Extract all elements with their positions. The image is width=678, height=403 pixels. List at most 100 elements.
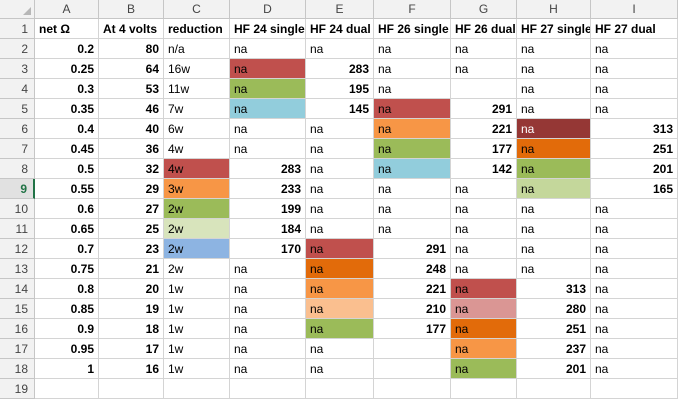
table-cell[interactable]: 25 <box>99 219 164 239</box>
table-cell[interactable]: na <box>451 179 517 199</box>
table-cell[interactable]: na <box>451 199 517 219</box>
table-cell[interactable]: na <box>230 259 306 279</box>
table-cell[interactable]: na <box>517 119 591 139</box>
row-header-16[interactable]: 16 <box>0 319 35 339</box>
table-cell[interactable]: na <box>517 199 591 219</box>
table-cell[interactable]: na <box>451 39 517 59</box>
table-cell[interactable]: na <box>451 219 517 239</box>
table-cell[interactable]: 20 <box>99 279 164 299</box>
table-cell[interactable]: na <box>306 239 374 259</box>
table-cell[interactable]: na <box>451 359 517 379</box>
table-cell[interactable]: na <box>306 359 374 379</box>
table-cell[interactable]: 18 <box>99 319 164 339</box>
table-cell[interactable]: na <box>230 339 306 359</box>
table-cell[interactable] <box>99 379 164 399</box>
row-header-8[interactable]: 8 <box>0 159 35 179</box>
table-cell[interactable]: na <box>451 319 517 339</box>
row-header-14[interactable]: 14 <box>0 279 35 299</box>
table-cell[interactable]: na <box>451 239 517 259</box>
table-cell[interactable]: na <box>451 339 517 359</box>
table-cell[interactable] <box>374 359 451 379</box>
table-cell[interactable]: 1w <box>164 299 230 319</box>
table-cell[interactable]: na <box>517 179 591 199</box>
table-cell[interactable]: na <box>230 359 306 379</box>
table-cell[interactable]: 17 <box>99 339 164 359</box>
table-cell[interactable]: na <box>591 39 678 59</box>
table-cell[interactable]: 283 <box>306 59 374 79</box>
table-cell[interactable]: na <box>306 219 374 239</box>
table-cell[interactable]: 195 <box>306 79 374 99</box>
table-cell[interactable]: 170 <box>230 239 306 259</box>
table-cell[interactable]: 16 <box>99 359 164 379</box>
table-cell[interactable]: na <box>230 319 306 339</box>
table-cell[interactable] <box>306 379 374 399</box>
table-cell[interactable] <box>591 379 678 399</box>
table-cell[interactable]: 19 <box>99 299 164 319</box>
row-header-10[interactable]: 10 <box>0 199 35 219</box>
table-cell[interactable]: 313 <box>517 279 591 299</box>
column-header-g[interactable]: G <box>451 0 517 19</box>
table-cell[interactable]: na <box>591 239 678 259</box>
table-cell[interactable]: 16w <box>164 59 230 79</box>
table-cell[interactable]: 29 <box>99 179 164 199</box>
table-cell[interactable]: 0.55 <box>35 179 99 199</box>
table-cell[interactable]: na <box>517 59 591 79</box>
table-cell[interactable]: na <box>374 119 451 139</box>
table-cell[interactable]: na <box>517 79 591 99</box>
table-cell[interactable]: na <box>517 99 591 119</box>
table-cell[interactable]: 233 <box>230 179 306 199</box>
table-cell[interactable]: 251 <box>591 139 678 159</box>
table-cell[interactable]: 3w <box>164 179 230 199</box>
row-header-17[interactable]: 17 <box>0 339 35 359</box>
header-cell[interactable]: HF 27 single <box>517 19 591 39</box>
table-cell[interactable]: na <box>374 159 451 179</box>
table-cell[interactable]: 177 <box>451 139 517 159</box>
table-cell[interactable] <box>451 379 517 399</box>
table-cell[interactable] <box>374 339 451 359</box>
table-cell[interactable] <box>374 379 451 399</box>
table-cell[interactable]: 4w <box>164 159 230 179</box>
table-cell[interactable]: na <box>451 59 517 79</box>
table-cell[interactable]: n/a <box>164 39 230 59</box>
table-cell[interactable]: 0.25 <box>35 59 99 79</box>
table-cell[interactable]: 291 <box>451 99 517 119</box>
table-cell[interactable]: 0.65 <box>35 219 99 239</box>
table-cell[interactable]: 0.8 <box>35 279 99 299</box>
table-cell[interactable]: 0.95 <box>35 339 99 359</box>
header-cell[interactable]: HF 24 single <box>230 19 306 39</box>
table-cell[interactable]: 210 <box>374 299 451 319</box>
row-header-9[interactable]: 9 <box>0 179 35 199</box>
row-header-1[interactable]: 1 <box>0 19 35 39</box>
header-cell[interactable]: HF 26 dual <box>451 19 517 39</box>
table-cell[interactable]: 237 <box>517 339 591 359</box>
table-cell[interactable]: 0.4 <box>35 119 99 139</box>
table-cell[interactable]: na <box>306 139 374 159</box>
table-cell[interactable]: 7w <box>164 99 230 119</box>
table-cell[interactable]: na <box>230 79 306 99</box>
table-cell[interactable]: 27 <box>99 199 164 219</box>
table-cell[interactable]: 2w <box>164 219 230 239</box>
header-cell[interactable]: net Ω <box>35 19 99 39</box>
table-cell[interactable]: na <box>306 39 374 59</box>
row-header-13[interactable]: 13 <box>0 259 35 279</box>
table-cell[interactable]: 201 <box>517 359 591 379</box>
row-header-12[interactable]: 12 <box>0 239 35 259</box>
table-cell[interactable]: na <box>306 339 374 359</box>
column-header-d[interactable]: D <box>230 0 306 19</box>
table-cell[interactable]: 313 <box>591 119 678 139</box>
table-cell[interactable]: na <box>591 359 678 379</box>
table-cell[interactable]: na <box>517 39 591 59</box>
row-header-4[interactable]: 4 <box>0 79 35 99</box>
table-cell[interactable]: 199 <box>230 199 306 219</box>
row-header-3[interactable]: 3 <box>0 59 35 79</box>
table-cell[interactable]: 0.3 <box>35 79 99 99</box>
table-cell[interactable]: na <box>517 239 591 259</box>
table-cell[interactable] <box>517 379 591 399</box>
table-cell[interactable]: 291 <box>374 239 451 259</box>
row-header-7[interactable]: 7 <box>0 139 35 159</box>
table-cell[interactable]: na <box>230 279 306 299</box>
row-header-19[interactable]: 19 <box>0 379 35 399</box>
table-cell[interactable]: 0.7 <box>35 239 99 259</box>
table-cell[interactable]: 0.2 <box>35 39 99 59</box>
table-cell[interactable]: 2w <box>164 259 230 279</box>
